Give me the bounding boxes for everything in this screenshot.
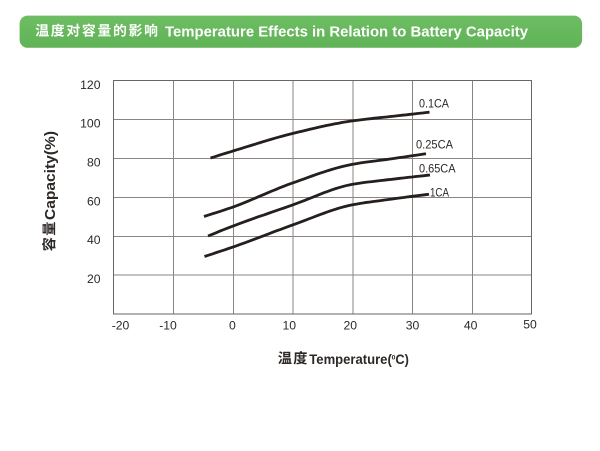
svg-text:0.1CA: 0.1CA [419,98,449,111]
svg-text:0.65CA: 0.65CA [419,162,456,175]
svg-text:Temperature(: Temperature( [309,351,392,367]
svg-text:1CA: 1CA [430,186,449,199]
svg-text:-20: -20 [112,319,130,333]
svg-text:0: 0 [229,319,236,333]
svg-text:120: 120 [80,78,101,92]
svg-text:Capacity(%): Capacity(%) [42,131,59,220]
svg-text:10: 10 [283,319,297,333]
svg-text:100: 100 [80,117,101,131]
svg-text:80: 80 [87,156,101,170]
svg-text:20: 20 [87,272,101,286]
svg-text:30: 30 [406,319,420,333]
svg-text:60: 60 [87,194,101,208]
svg-text:C): C) [395,351,409,367]
svg-text:50: 50 [523,317,537,331]
svg-text:40: 40 [464,319,478,333]
svg-text:-10: -10 [159,319,177,333]
svg-text:Temperature Effects in Relatio: Temperature Effects in Relation to Batte… [165,24,529,41]
svg-text:0: 0 [392,355,396,362]
svg-text:20: 20 [344,319,358,333]
svg-text:40: 40 [87,233,101,247]
svg-text:0.25CA: 0.25CA [416,139,453,152]
